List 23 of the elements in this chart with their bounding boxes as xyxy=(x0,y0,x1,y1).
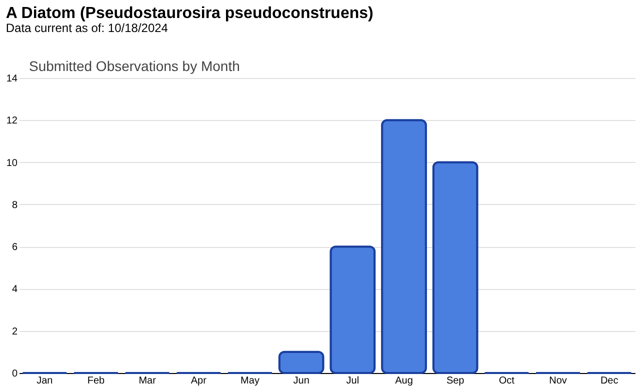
x-tick-label: Aug xyxy=(395,376,413,386)
x-tick-label: May xyxy=(240,376,260,386)
text: Submitted Observations by Month xyxy=(29,58,240,74)
x-tick-label: Nov xyxy=(549,376,567,386)
y-tick-label: 4 xyxy=(12,284,18,296)
chart-subtitle: Data current as of: 10/18/2024 xyxy=(6,21,168,35)
x-tick-label: Sep xyxy=(446,376,465,386)
chart-title: A Diatom (Pseudostaurosira pseudoconstruens) xyxy=(6,5,374,22)
y-tick-label: 2 xyxy=(12,326,18,338)
x-tick-label: Jan xyxy=(36,376,53,386)
y-tick-label: 0 xyxy=(12,368,18,380)
x-tick-label: Mar xyxy=(138,376,157,386)
y-tick-label: 12 xyxy=(6,116,18,127)
x-tick-label: Apr xyxy=(190,376,208,386)
x-tick-label: Jun xyxy=(293,376,310,386)
x-tick-label: Feb xyxy=(87,376,106,386)
x-tick-label: Dec xyxy=(600,376,618,386)
x-tick-label: Jul xyxy=(346,376,360,386)
x-tick-label: Oct xyxy=(498,376,515,386)
y-tick-label: 8 xyxy=(12,200,18,211)
y-tick-label: 14 xyxy=(6,74,18,84)
y-tick-label: 6 xyxy=(12,242,18,254)
y-tick-label: 10 xyxy=(6,158,18,169)
